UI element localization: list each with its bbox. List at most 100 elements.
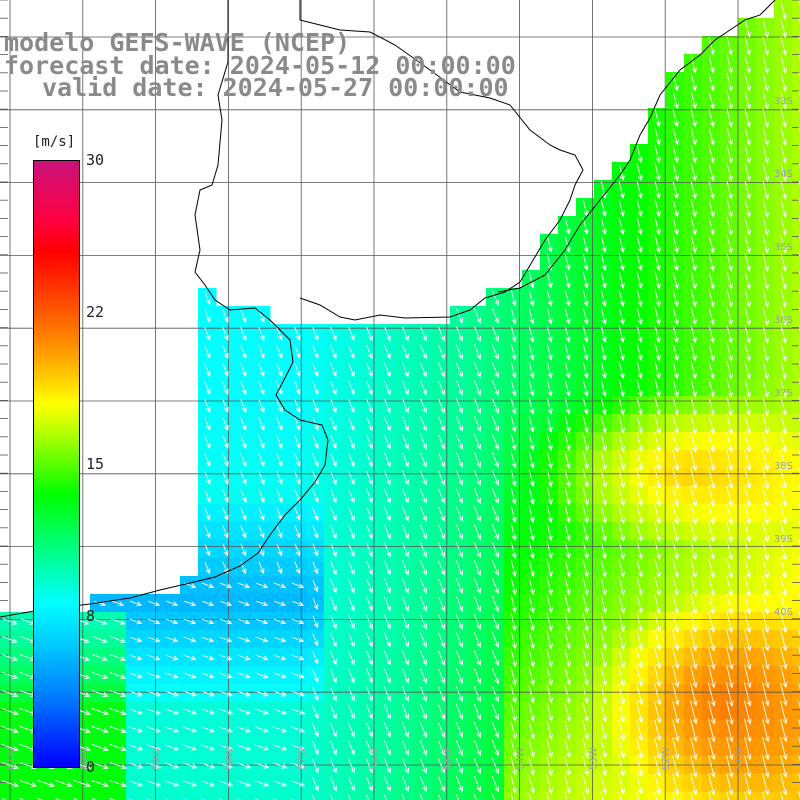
wind-vector-arrow xyxy=(330,794,334,800)
wind-vector-arrow xyxy=(348,578,355,594)
wind-vector-arrow xyxy=(600,558,607,578)
wind-vector-arrow xyxy=(780,576,788,597)
wind-vector-arrow xyxy=(384,488,391,504)
wind-vector-arrow xyxy=(654,253,661,272)
wind-vector-arrow xyxy=(182,762,198,769)
wind-vector-arrow xyxy=(366,722,373,738)
wind-vector-arrow xyxy=(510,433,517,451)
wind-vector-arrow xyxy=(546,235,553,253)
wind-vector-arrow xyxy=(600,504,607,525)
wind-vector-arrow xyxy=(312,687,319,702)
wind-vector-arrow xyxy=(672,414,680,435)
wind-vector-arrow xyxy=(690,396,697,416)
wind-vector-arrow xyxy=(726,540,734,561)
wind-vector-arrow xyxy=(401,686,409,702)
wind-vector-arrow xyxy=(366,398,373,414)
wind-vector-arrow xyxy=(473,344,481,360)
wind-speed-cell xyxy=(792,450,800,469)
wind-vector-arrow xyxy=(330,470,337,486)
wind-vector-arrow xyxy=(690,504,698,525)
wind-vector-arrow xyxy=(707,682,716,707)
wind-vector-arrow xyxy=(708,126,715,146)
wind-speed-cell xyxy=(792,18,800,37)
wind-vector-arrow xyxy=(708,180,715,200)
wind-vector-arrow xyxy=(690,127,697,146)
wind-vector-arrow xyxy=(690,558,698,579)
lon-label: 52W xyxy=(661,747,672,770)
wind-vector-arrow xyxy=(455,704,464,721)
wind-vector-arrow xyxy=(455,452,463,468)
wind-vector-arrow xyxy=(258,327,265,341)
wind-vector-arrow xyxy=(762,126,769,147)
wind-vector-arrow xyxy=(780,647,788,670)
wind-vector-arrow xyxy=(366,650,373,666)
wind-vector-arrow xyxy=(762,216,769,237)
wind-vector-arrow xyxy=(798,718,800,727)
wind-vector-arrow xyxy=(690,217,697,236)
wind-vector-arrow xyxy=(744,396,751,417)
wind-vector-arrow xyxy=(510,613,517,632)
wind-vector-arrow xyxy=(312,327,319,341)
wind-vector-arrow xyxy=(762,664,770,689)
wind-speed-cell xyxy=(234,792,253,800)
wind-vector-arrow xyxy=(183,672,197,679)
lon-label: 58W xyxy=(224,747,235,770)
wind-vector-arrow xyxy=(258,507,265,521)
lon-label: 61W xyxy=(6,747,17,770)
wind-vector-arrow xyxy=(218,780,234,787)
wind-vector-arrow xyxy=(218,744,234,751)
wind-vector-arrow xyxy=(437,722,446,739)
wind-vector-arrow xyxy=(348,560,355,576)
wind-vector-arrow xyxy=(312,579,319,593)
wind-vector-arrow xyxy=(384,434,391,450)
wind-vector-arrow xyxy=(672,145,679,164)
wind-vector-arrow xyxy=(528,415,535,433)
wind-vector-arrow xyxy=(780,682,788,707)
wind-vector-arrow xyxy=(744,162,751,182)
wind-vector-arrow xyxy=(708,162,715,182)
wind-speed-cell xyxy=(792,720,800,739)
wind-vector-arrow xyxy=(491,721,500,739)
wind-speed-cell xyxy=(360,792,379,800)
wind-vector-arrow xyxy=(222,363,229,377)
wind-vector-arrow xyxy=(654,361,661,380)
wind-vector-arrow xyxy=(762,36,769,57)
wind-vector-arrow xyxy=(312,488,319,504)
wind-vector-arrow xyxy=(109,743,127,752)
wind-vector-arrow xyxy=(528,343,535,361)
wind-vector-arrow xyxy=(200,762,216,769)
wind-vector-arrow xyxy=(528,577,535,596)
wind-vector-arrow xyxy=(762,485,770,507)
wind-vector-arrow xyxy=(491,614,500,631)
wind-vector-arrow xyxy=(744,754,752,779)
wind-vector-arrow xyxy=(762,306,769,327)
wind-vector-arrow xyxy=(455,434,463,450)
wind-vector-arrow xyxy=(330,416,337,432)
wind-vector-arrow xyxy=(222,327,229,341)
wind-vector-arrow xyxy=(744,252,751,272)
wind-vector-arrow xyxy=(401,650,409,666)
wind-vector-arrow xyxy=(129,636,143,643)
wind-vector-arrow xyxy=(366,380,373,396)
colorbar-tick-15: 15 xyxy=(86,455,105,473)
wind-vector-arrow xyxy=(510,720,517,740)
wind-vector-arrow xyxy=(636,558,643,578)
wind-vector-arrow xyxy=(510,379,517,397)
wind-vector-arrow xyxy=(528,792,532,800)
wind-vector-arrow xyxy=(780,306,787,327)
wind-vector-arrow xyxy=(402,488,409,504)
wind-vector-arrow xyxy=(582,756,590,777)
wind-vector-arrow xyxy=(219,600,233,607)
wind-vector-arrow xyxy=(510,397,517,415)
wind-vector-arrow xyxy=(473,758,482,775)
wind-vector-arrow xyxy=(312,597,319,611)
wind-vector-arrow xyxy=(273,672,287,679)
wind-vector-arrow xyxy=(276,489,283,504)
wind-vector-arrow xyxy=(762,54,769,75)
wind-vector-arrow xyxy=(491,739,500,757)
wind-vector-arrow xyxy=(546,738,553,759)
wind-vector-arrow xyxy=(780,432,788,453)
wind-vector-arrow xyxy=(528,505,535,524)
wind-speed-cell xyxy=(630,792,649,800)
wind-vector-arrow xyxy=(401,740,409,756)
